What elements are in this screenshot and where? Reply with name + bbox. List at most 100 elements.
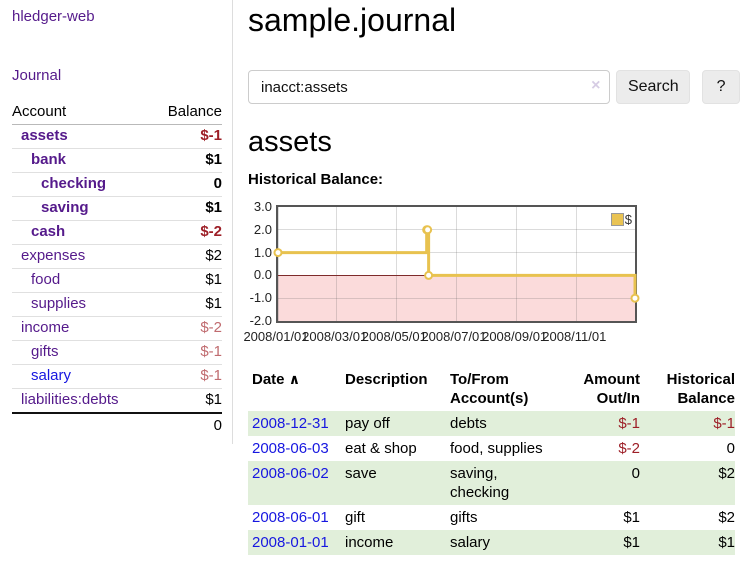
- register-cell-accounts: food, supplies: [450, 440, 543, 457]
- sidebar-item-journal[interactable]: Journal: [12, 67, 62, 84]
- accounts-header-balance: Balance: [151, 100, 222, 125]
- account-row: gifts $-1: [12, 340, 222, 365]
- account-row: bank $1: [12, 148, 222, 173]
- register-table: Date ∧ Description To/From Account(s) Amo…: [248, 368, 735, 555]
- account-balance: $-2: [151, 316, 222, 341]
- accounts-table: Account Balance assets $-1 bank $1 checking 0…: [12, 100, 222, 438]
- legend-label: $: [624, 212, 632, 227]
- help-button[interactable]: ?: [702, 70, 740, 104]
- account-link[interactable]: checking: [41, 175, 107, 192]
- register-header-balance: Historical Balance: [666, 371, 735, 407]
- transaction-date-link[interactable]: 2008-06-02: [252, 465, 329, 482]
- y-axis-tick-label: 1.0: [253, 244, 272, 260]
- register-header-amount: Amount Out/In: [583, 371, 640, 407]
- account-link[interactable]: saving: [41, 199, 89, 216]
- account-balance: $1: [151, 148, 222, 173]
- y-axis-tick-label: 3.0: [253, 199, 272, 214]
- x-axis-tick-label: 2008/05/01: [361, 329, 427, 344]
- register-cell-amount: $-2: [618, 440, 640, 457]
- register-cell-date: 2008-06-02: [248, 461, 345, 505]
- account-balance: $-1: [151, 364, 222, 389]
- account-heading: assets: [248, 126, 332, 158]
- legend-swatch-icon: [610, 213, 624, 226]
- accounts-header-account: Account: [12, 100, 152, 125]
- negative-region: [278, 275, 635, 321]
- register-row: 2008-06-03 eat & shop food, supplies $-2 0: [248, 436, 735, 461]
- account-link[interactable]: food: [31, 271, 61, 288]
- register-header-date[interactable]: Date ∧: [252, 371, 301, 388]
- chart-plot-area: $: [273, 205, 640, 323]
- register-cell-description: income: [345, 534, 394, 551]
- transaction-date-link[interactable]: 2008-01-01: [252, 534, 329, 551]
- register-cell-date: 2008-01-01: [248, 530, 345, 555]
- x-axis-tick-label: 2008/11/01: [542, 329, 607, 344]
- y-axis-tick-label: -2.0: [249, 313, 272, 328]
- account-balance: $1: [151, 196, 222, 221]
- transaction-date-link[interactable]: 2008-12-31: [252, 415, 329, 432]
- account-link[interactable]: assets: [21, 127, 68, 144]
- register-cell-balance: 0: [726, 440, 735, 457]
- account-balance: 0: [151, 172, 222, 197]
- account-balance: $-1: [151, 124, 222, 149]
- account-link[interactable]: supplies: [31, 295, 87, 312]
- transaction-date-link[interactable]: 2008-06-01: [252, 509, 329, 526]
- register-cell-balance: $2: [718, 465, 735, 482]
- y-axis-tick-label: 2.0: [253, 221, 272, 237]
- search-row: × Search ?: [248, 70, 740, 104]
- account-balance: $1: [151, 268, 222, 293]
- account-row: supplies $1: [12, 292, 222, 317]
- register-rows: 2008-12-31 pay off debts $-1 $-1 2008-06-03 ea…: [248, 411, 735, 555]
- account-row: cash $-2: [12, 220, 222, 245]
- chart-legend: $: [610, 212, 632, 227]
- register-cell-accounts: saving, checking: [450, 465, 510, 501]
- account-link[interactable]: income: [21, 319, 70, 336]
- account-balance: $-2: [151, 220, 222, 245]
- accounts-total-row: 0: [12, 412, 222, 438]
- account-balance: $-1: [151, 340, 222, 365]
- search-button[interactable]: Search: [616, 70, 691, 104]
- account-row: expenses $2: [12, 244, 222, 269]
- sidebar: hledger-web Journal Account Balance asse…: [0, 0, 233, 444]
- sort-asc-icon: ∧: [288, 371, 301, 387]
- register-header-description: Description: [345, 371, 428, 388]
- register-cell-amount: $-1: [618, 415, 640, 432]
- register-cell-description: save: [345, 465, 377, 482]
- y-axis-tick-label: 0.0: [253, 267, 272, 283]
- account-balance: $2: [151, 244, 222, 269]
- account-link[interactable]: bank: [31, 151, 67, 168]
- register-cell-balance: $2: [718, 509, 735, 526]
- register-cell-accounts: debts: [450, 415, 487, 432]
- account-link[interactable]: expenses: [21, 247, 86, 264]
- x-axis-tick-label: 2008/07/01: [421, 329, 487, 344]
- register-cell-balance: $1: [718, 534, 735, 551]
- balance-step-line: [273, 225, 640, 303]
- register-cell-description: pay off: [345, 415, 390, 432]
- transaction-date-link[interactable]: 2008-06-03: [252, 440, 329, 457]
- account-link[interactable]: liabilities:debts: [21, 391, 119, 408]
- historical-balance-chart: $ 3.0 2.0 1.0 0.0 -1.0 -2.0 2008/01/01 2008/03/…: [243, 199, 740, 345]
- register-row: 2008-06-01 gift gifts $1 $2: [248, 505, 735, 530]
- account-link[interactable]: cash: [31, 223, 66, 240]
- y-axis-tick-label: -1.0: [249, 290, 272, 306]
- app-title-link[interactable]: hledger-web: [12, 8, 95, 25]
- register-cell-date: 2008-06-01: [248, 505, 345, 530]
- x-axis-tick-label: 2008/03/01: [302, 329, 368, 344]
- account-row: liabilities:debts $1: [12, 388, 222, 414]
- accounts-total-value: 0: [151, 412, 222, 438]
- account-link[interactable]: salary: [31, 367, 72, 384]
- account-row: food $1: [12, 268, 222, 293]
- account-balance: $1: [151, 292, 222, 317]
- register-row: 2008-01-01 income salary $1 $1: [248, 530, 735, 555]
- account-row: assets $-1: [12, 124, 222, 149]
- account-row: salary $-1: [12, 364, 222, 389]
- search-input[interactable]: [248, 70, 611, 104]
- account-row: income $-2: [12, 316, 222, 341]
- clear-search-icon[interactable]: ×: [591, 77, 601, 94]
- account-link[interactable]: gifts: [31, 343, 59, 360]
- register-cell-description: gift: [345, 509, 366, 526]
- chart-title: Historical Balance:: [248, 171, 384, 188]
- accounts-header-row: Account Balance: [12, 100, 222, 125]
- account-row: saving $1: [12, 196, 222, 221]
- register-cell-description: eat & shop: [345, 440, 417, 457]
- page-title: sample.journal: [248, 2, 457, 38]
